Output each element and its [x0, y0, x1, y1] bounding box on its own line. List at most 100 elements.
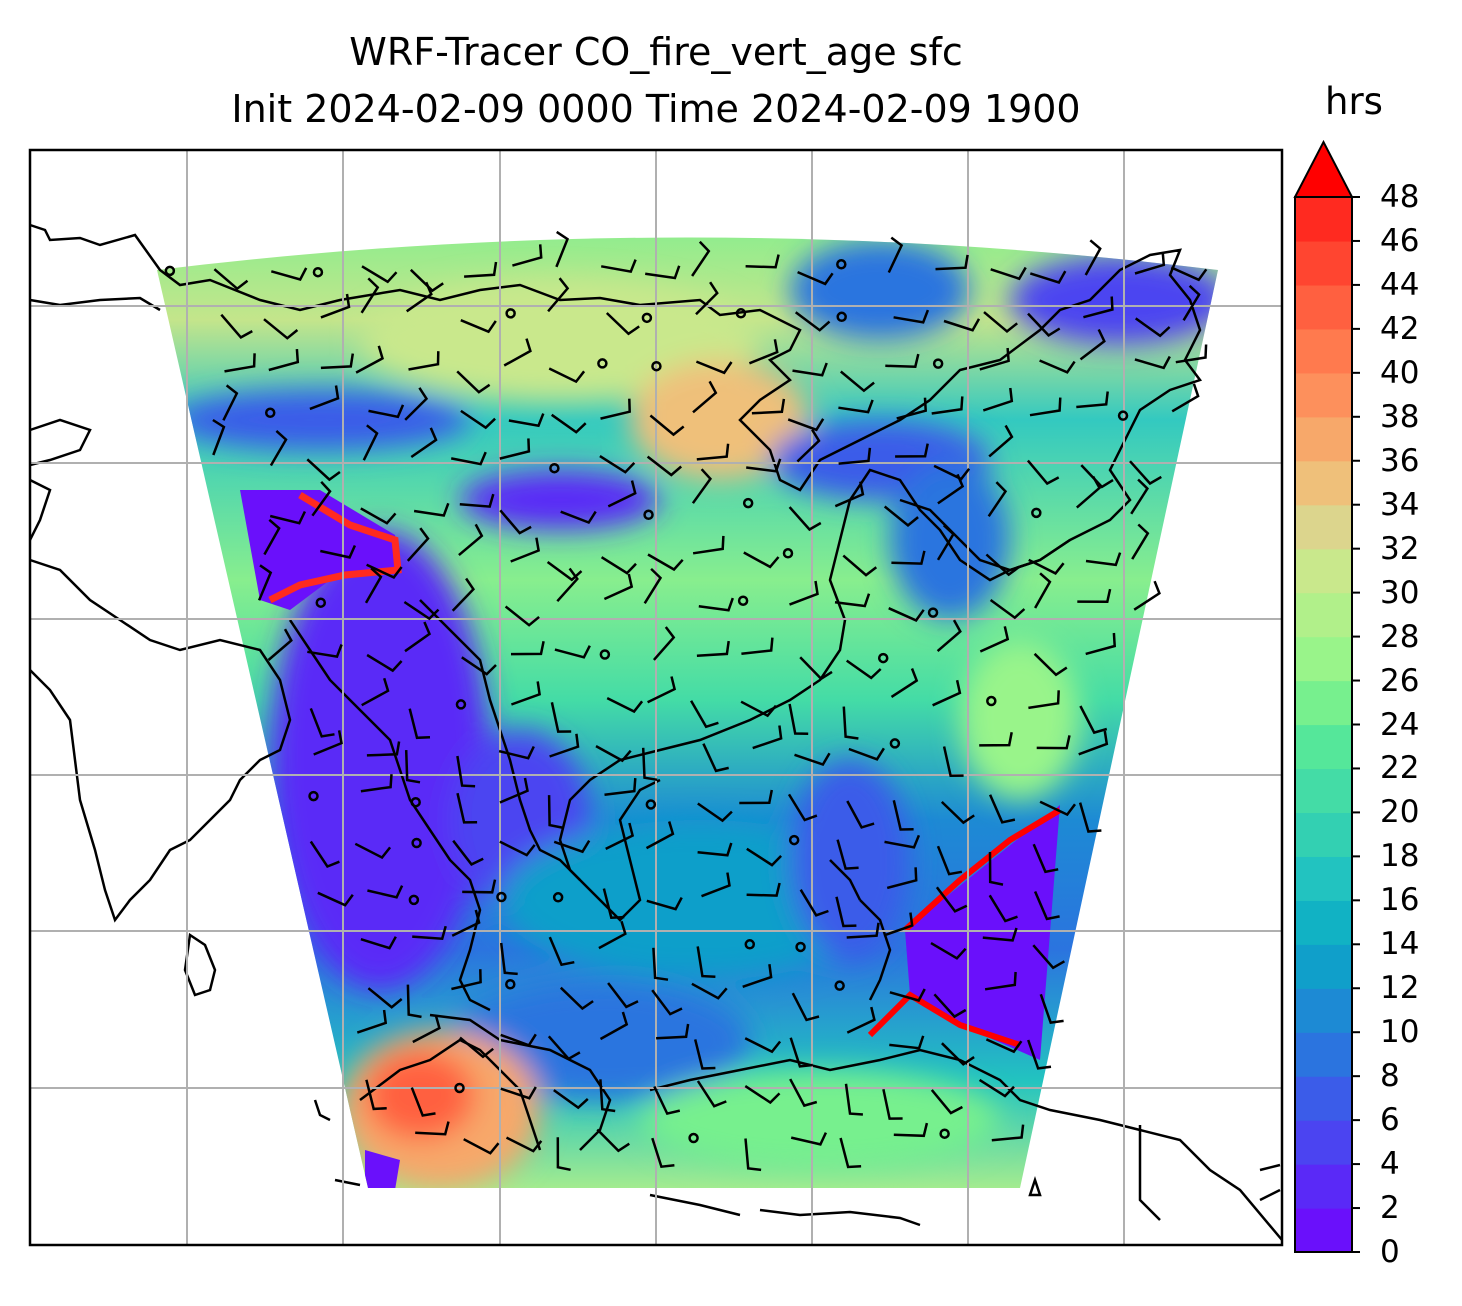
- wind-barb: [306, 458, 341, 482]
- wind-barb: [984, 971, 1017, 991]
- wind-barb: [1039, 359, 1076, 374]
- colorbar-segment: [1295, 636, 1352, 682]
- wind-barb: [641, 747, 658, 782]
- wind-barb: [1028, 690, 1060, 710]
- wind-barb: [799, 889, 829, 917]
- wind-barb: [313, 730, 343, 756]
- wind-barb: [936, 524, 955, 561]
- wind-barb: [410, 1087, 436, 1117]
- wind-barb: [607, 480, 637, 508]
- wind-barb: [643, 567, 663, 604]
- wind-barb: [1131, 523, 1150, 560]
- calm-wind-marker: [264, 407, 276, 419]
- wind-barb: [309, 385, 340, 411]
- wind-barb: [647, 676, 677, 704]
- wind-barb: [309, 707, 335, 738]
- colorbar-segment: [1295, 724, 1352, 770]
- wind-barb: [555, 230, 570, 268]
- wind-barb: [940, 800, 975, 825]
- wind-barb: [1170, 266, 1208, 282]
- calm-wind-marker: [1117, 410, 1129, 421]
- colorbar-segment: [1295, 460, 1352, 506]
- colorbar-segment: [1295, 1164, 1352, 1209]
- colorbar-tick-label: 14: [1380, 926, 1420, 963]
- calm-wind-marker: [651, 360, 662, 372]
- wind-barb: [883, 912, 914, 937]
- calm-wind-marker: [744, 939, 756, 950]
- colorbar-segment: [1295, 988, 1352, 1033]
- wind-barb: [307, 644, 343, 658]
- colorbar-tick-label: 38: [1380, 398, 1420, 435]
- wind-barb: [456, 370, 491, 394]
- colorbar-tick-label: 30: [1380, 574, 1420, 611]
- wind-barb: [1133, 580, 1161, 611]
- wind-barb: [547, 795, 563, 829]
- wind-barb: [887, 236, 904, 274]
- wind-barb: [605, 822, 635, 851]
- colorbar-tick-label: 34: [1380, 486, 1420, 523]
- wind-barb: [499, 942, 518, 976]
- wind-barb: [893, 1122, 929, 1138]
- wind-barb: [886, 867, 918, 890]
- wind-barb: [1076, 391, 1109, 409]
- wind-barb: [746, 847, 782, 867]
- wind-barb: [787, 793, 818, 822]
- map-frame: [28, 148, 1284, 1247]
- colorbar-tick-label: 44: [1380, 266, 1420, 303]
- wind-barb: [498, 745, 535, 760]
- calm-wind-marker: [408, 894, 420, 906]
- wind-barb: [1032, 944, 1066, 970]
- wind-barb: [224, 353, 256, 373]
- wind-barb: [320, 544, 357, 559]
- map-gridlines: [30, 150, 1282, 1245]
- wind-barb: [1134, 355, 1171, 370]
- wind-barb: [459, 493, 495, 508]
- wind-barb: [512, 244, 543, 267]
- wind-barb: [213, 268, 249, 291]
- wind-barb: [797, 270, 834, 286]
- colorbar-unit-label: hrs: [1325, 80, 1383, 123]
- wind-barb: [311, 480, 332, 517]
- wind-barb: [456, 755, 476, 788]
- wind-barb: [746, 882, 781, 897]
- wind-barb: [693, 1039, 716, 1070]
- wind-barb: [1033, 652, 1068, 677]
- wind-barb: [979, 347, 1010, 371]
- wind-barb: [788, 703, 809, 735]
- wind-barb: [1085, 632, 1117, 656]
- wind-barb: [461, 656, 497, 676]
- colorbar-tick-label: 0: [1380, 1234, 1400, 1270]
- wind-barb: [696, 1080, 727, 1108]
- wind-barb: [1182, 284, 1201, 321]
- calm-wind-marker: [782, 548, 794, 559]
- wind-barb: [460, 409, 496, 430]
- wind-barb: [889, 988, 926, 1002]
- wind-barb: [503, 338, 532, 367]
- wind-barb: [839, 1137, 862, 1169]
- wind-barb: [510, 681, 541, 706]
- colorbar-segment: [1295, 284, 1352, 330]
- wind-barb: [412, 1015, 441, 1044]
- calm-wind-marker: [496, 891, 507, 903]
- wind-barb: [508, 413, 545, 428]
- wind-barb: [789, 1078, 818, 1108]
- wind-barb: [846, 800, 875, 829]
- wind-barb: [645, 821, 675, 850]
- colorbar-tick-label: 32: [1380, 530, 1420, 567]
- wind-barb: [556, 567, 579, 603]
- wind-barb: [1028, 558, 1065, 575]
- wind-barb: [222, 384, 239, 421]
- wind-barb: [263, 318, 299, 340]
- colorbar-tick-label: 40: [1380, 354, 1420, 391]
- wind-barb: [408, 708, 431, 740]
- colorbar-tick-label: 16: [1380, 882, 1420, 919]
- wind-barb: [646, 455, 683, 477]
- wind-barb: [651, 989, 683, 1016]
- wind-barb: [892, 800, 914, 831]
- wind-barb: [838, 447, 872, 465]
- wind-barb: [889, 1035, 925, 1050]
- wind-barb: [942, 746, 964, 777]
- wind-barb: [1084, 239, 1102, 276]
- calm-wind-marker: [735, 308, 747, 319]
